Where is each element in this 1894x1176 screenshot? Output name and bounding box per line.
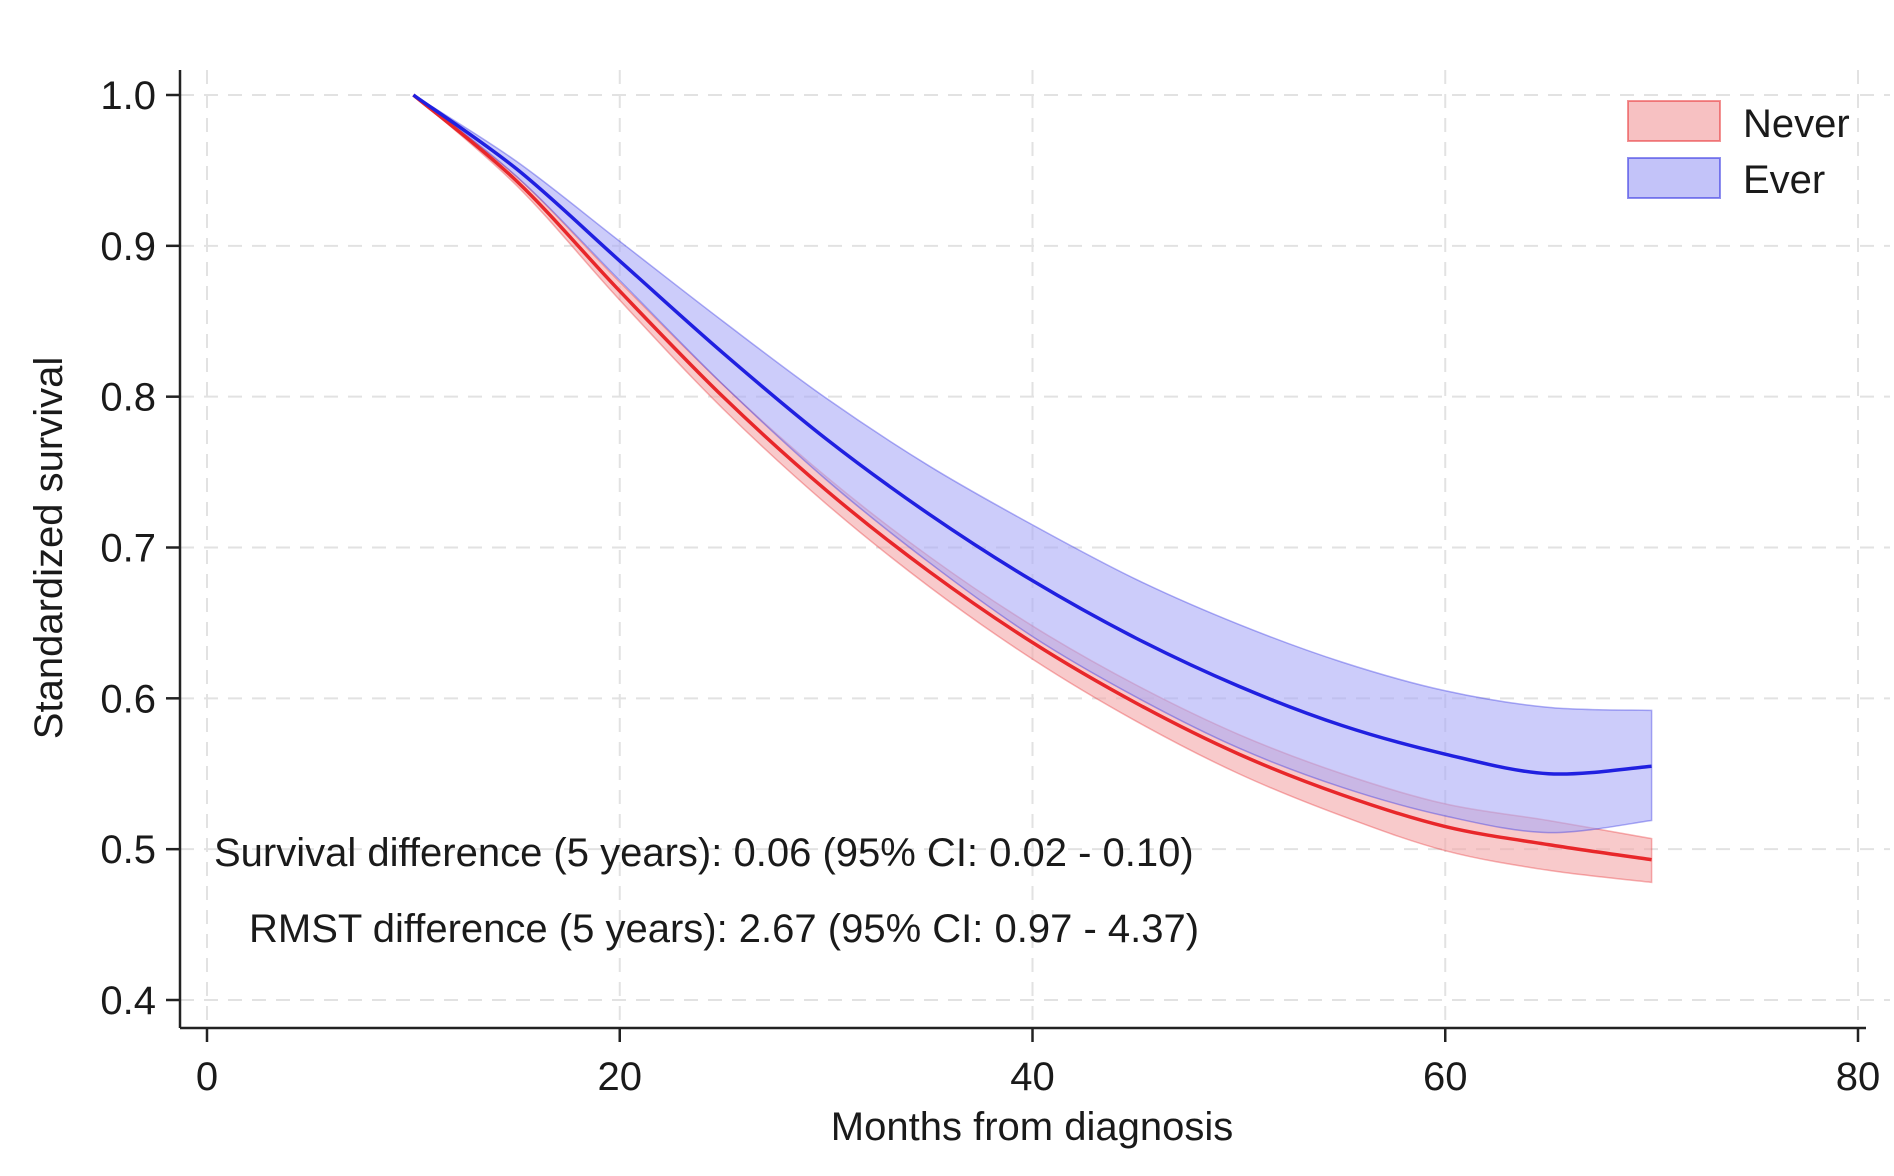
legend-label-ever: Ever bbox=[1743, 158, 1825, 202]
y-tick-label: 1.0 bbox=[100, 74, 156, 118]
x-tick-label: 20 bbox=[598, 1055, 643, 1099]
legend: Never Ever bbox=[1627, 100, 1850, 202]
y-tick-label: 0.6 bbox=[100, 677, 156, 721]
y-tick-label: 0.9 bbox=[100, 225, 156, 269]
y-axis-ticks: 0.4 0.5 0.6 0.7 0.8 0.9 1.0 bbox=[100, 74, 180, 1023]
legend-label-never: Never bbox=[1743, 102, 1850, 146]
series-lines bbox=[412, 93, 1652, 862]
legend-swatch-ever bbox=[1627, 157, 1721, 199]
confidence-bands bbox=[412, 94, 1653, 884]
x-tick-label: 40 bbox=[1010, 1055, 1055, 1099]
x-axis-label: Months from diagnosis bbox=[831, 1105, 1233, 1149]
legend-swatch-never bbox=[1627, 100, 1721, 142]
survival-line-never bbox=[412, 93, 1652, 862]
y-tick-label: 0.4 bbox=[100, 979, 156, 1023]
survival-difference-annotation: Survival difference (5 years): 0.06 (95%… bbox=[214, 831, 1194, 875]
x-tick-label: 80 bbox=[1836, 1055, 1881, 1099]
y-tick-label: 0.5 bbox=[100, 828, 156, 872]
rmst-difference-annotation: RMST difference (5 years): 2.67 (95% CI:… bbox=[249, 907, 1199, 951]
x-tick-label: 60 bbox=[1423, 1055, 1468, 1099]
y-tick-label: 0.7 bbox=[100, 527, 156, 571]
y-tick-label: 0.8 bbox=[100, 376, 156, 420]
y-axis-label: Standardized survival bbox=[27, 357, 71, 739]
ci-band-ever bbox=[412, 94, 1653, 834]
survival-line-ever bbox=[412, 93, 1652, 776]
x-tick-label: 0 bbox=[196, 1055, 218, 1099]
x-axis-ticks: 0 20 40 60 80 bbox=[196, 1028, 1880, 1099]
